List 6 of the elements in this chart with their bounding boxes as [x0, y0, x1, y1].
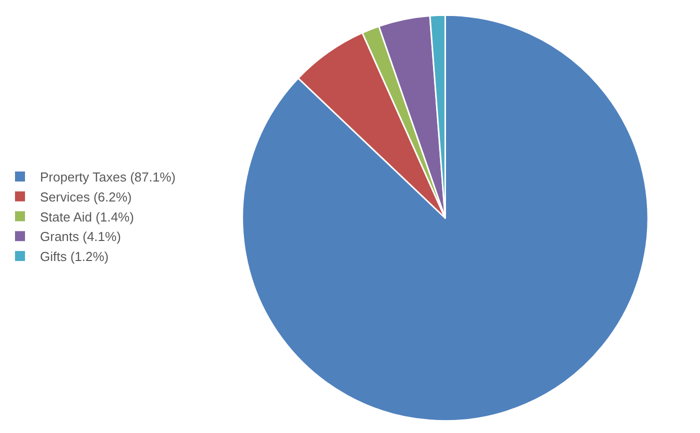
legend-label: Property Taxes (87.1%)	[40, 170, 176, 185]
legend-label: State Aid (1.4%)	[40, 209, 134, 224]
legend-label: Services (6.2%)	[40, 189, 132, 204]
pie-slice	[242, 14, 649, 422]
legend-label: Grants (4.1%)	[40, 229, 121, 244]
legend-label: Gifts (1.2%)	[40, 249, 109, 264]
